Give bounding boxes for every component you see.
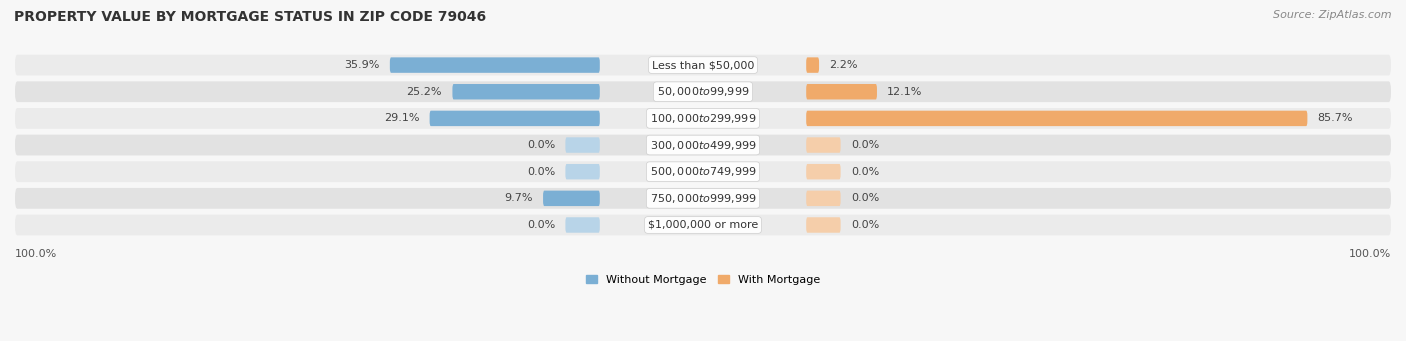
Text: Source: ZipAtlas.com: Source: ZipAtlas.com xyxy=(1274,10,1392,20)
Text: Less than $50,000: Less than $50,000 xyxy=(652,60,754,70)
Text: 2.2%: 2.2% xyxy=(830,60,858,70)
Text: 0.0%: 0.0% xyxy=(851,140,879,150)
Text: $100,000 to $299,999: $100,000 to $299,999 xyxy=(650,112,756,125)
FancyBboxPatch shape xyxy=(389,57,600,73)
Text: 12.1%: 12.1% xyxy=(887,87,922,97)
Text: 35.9%: 35.9% xyxy=(344,60,380,70)
FancyBboxPatch shape xyxy=(453,84,600,100)
Text: $300,000 to $499,999: $300,000 to $499,999 xyxy=(650,138,756,151)
Text: PROPERTY VALUE BY MORTGAGE STATUS IN ZIP CODE 79046: PROPERTY VALUE BY MORTGAGE STATUS IN ZIP… xyxy=(14,10,486,24)
FancyBboxPatch shape xyxy=(806,57,820,73)
Text: 29.1%: 29.1% xyxy=(384,114,419,123)
Text: $50,000 to $99,999: $50,000 to $99,999 xyxy=(657,85,749,98)
Text: 0.0%: 0.0% xyxy=(851,220,879,230)
FancyBboxPatch shape xyxy=(806,217,841,233)
Legend: Without Mortgage, With Mortgage: Without Mortgage, With Mortgage xyxy=(582,270,824,289)
FancyBboxPatch shape xyxy=(15,81,1391,102)
FancyBboxPatch shape xyxy=(15,188,1391,209)
FancyBboxPatch shape xyxy=(565,137,600,153)
FancyBboxPatch shape xyxy=(15,108,1391,129)
Text: 0.0%: 0.0% xyxy=(527,220,555,230)
FancyBboxPatch shape xyxy=(543,191,600,206)
Text: 0.0%: 0.0% xyxy=(851,193,879,203)
FancyBboxPatch shape xyxy=(806,111,1308,126)
FancyBboxPatch shape xyxy=(15,214,1391,235)
Text: 85.7%: 85.7% xyxy=(1317,114,1353,123)
FancyBboxPatch shape xyxy=(806,84,877,100)
FancyBboxPatch shape xyxy=(430,111,600,126)
Text: 9.7%: 9.7% xyxy=(505,193,533,203)
Text: 100.0%: 100.0% xyxy=(15,249,58,259)
FancyBboxPatch shape xyxy=(806,137,841,153)
FancyBboxPatch shape xyxy=(806,164,841,179)
Text: 25.2%: 25.2% xyxy=(406,87,441,97)
Text: 100.0%: 100.0% xyxy=(1348,249,1391,259)
Text: 0.0%: 0.0% xyxy=(527,167,555,177)
Text: 0.0%: 0.0% xyxy=(527,140,555,150)
Text: $1,000,000 or more: $1,000,000 or more xyxy=(648,220,758,230)
FancyBboxPatch shape xyxy=(565,217,600,233)
FancyBboxPatch shape xyxy=(565,164,600,179)
FancyBboxPatch shape xyxy=(15,135,1391,155)
Text: $500,000 to $749,999: $500,000 to $749,999 xyxy=(650,165,756,178)
Text: $750,000 to $999,999: $750,000 to $999,999 xyxy=(650,192,756,205)
Text: 0.0%: 0.0% xyxy=(851,167,879,177)
FancyBboxPatch shape xyxy=(806,191,841,206)
FancyBboxPatch shape xyxy=(15,161,1391,182)
FancyBboxPatch shape xyxy=(15,55,1391,75)
